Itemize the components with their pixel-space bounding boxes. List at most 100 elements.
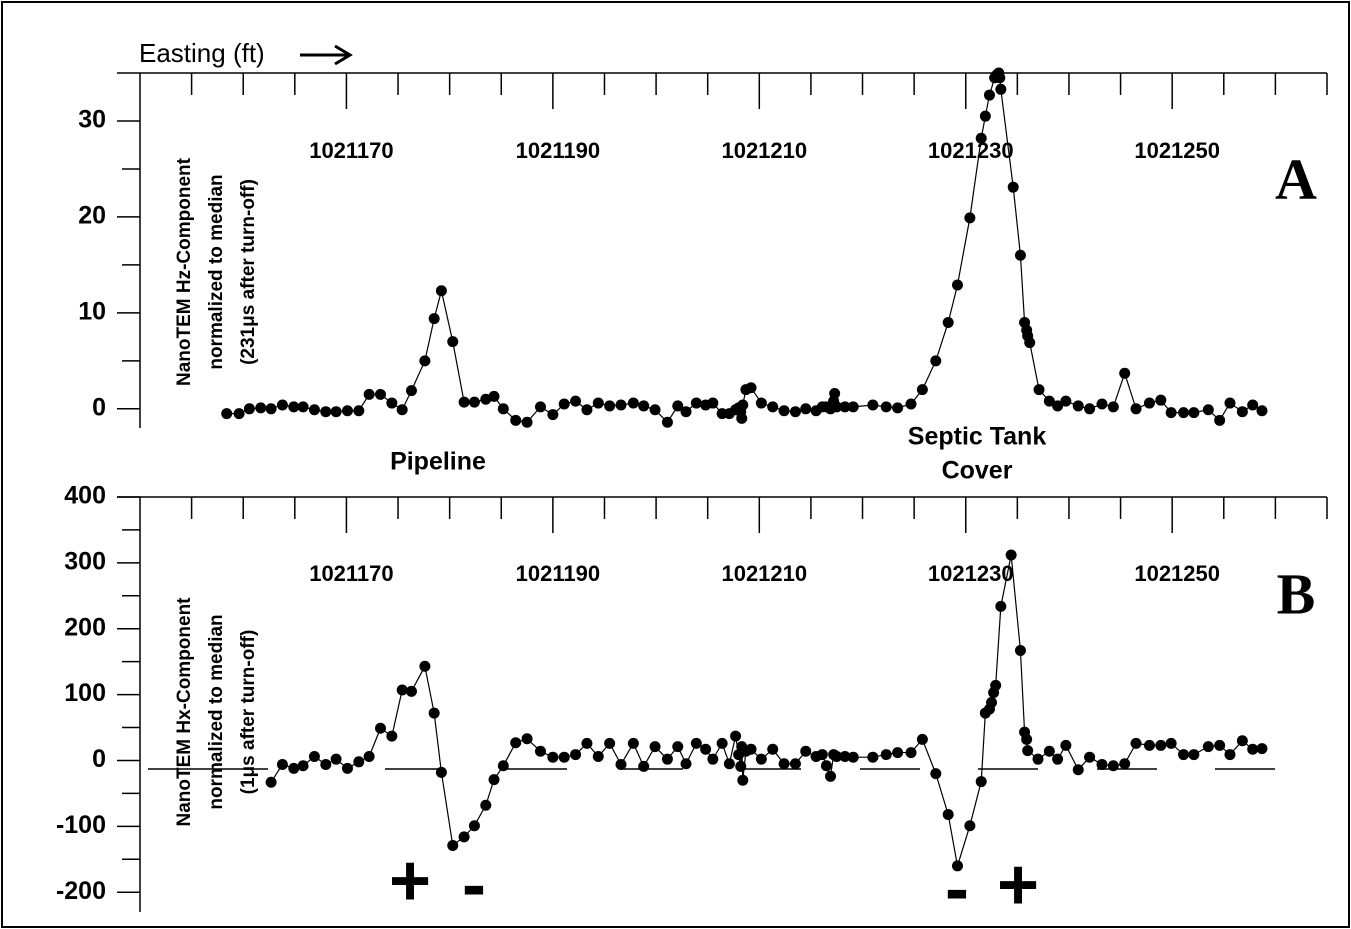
data-point xyxy=(951,860,963,872)
data-point xyxy=(829,387,841,399)
data-point xyxy=(1060,395,1072,407)
data-point xyxy=(1043,745,1055,757)
data-point xyxy=(243,403,255,415)
data-point xyxy=(1202,741,1214,753)
data-point xyxy=(942,316,954,328)
data-point xyxy=(396,684,408,696)
data-point xyxy=(480,799,492,811)
data-point xyxy=(880,749,892,761)
data-point xyxy=(374,722,386,734)
data-point xyxy=(1130,403,1142,415)
data-point xyxy=(745,382,757,394)
data-point xyxy=(930,355,942,367)
data-point xyxy=(975,776,987,788)
data-point xyxy=(979,110,991,122)
y-tick-label: -100 xyxy=(56,811,106,839)
data-point xyxy=(800,745,812,757)
data-point xyxy=(735,760,747,772)
data-point xyxy=(570,395,582,407)
data-point xyxy=(990,679,1002,691)
data-point xyxy=(581,404,593,416)
data-point xyxy=(1256,405,1268,417)
data-point xyxy=(730,730,742,742)
data-point xyxy=(468,396,480,408)
data-point xyxy=(447,336,459,348)
data-point xyxy=(288,762,300,774)
data-point xyxy=(905,747,917,759)
data-point xyxy=(547,409,559,421)
data-point xyxy=(558,751,570,763)
data-point xyxy=(570,749,582,761)
data-point xyxy=(1014,644,1026,656)
data-point xyxy=(1178,749,1190,761)
annotation: - xyxy=(945,849,969,929)
data-point xyxy=(1143,397,1155,409)
data-point xyxy=(1022,745,1034,757)
data-point xyxy=(1165,737,1177,749)
data-point xyxy=(800,403,812,415)
data-point xyxy=(581,737,593,749)
data-point xyxy=(867,399,879,411)
data-point xyxy=(1236,735,1248,747)
data-point xyxy=(661,753,673,765)
data-point xyxy=(778,758,790,770)
y-axis-label: normalized to median xyxy=(206,174,227,369)
data-point xyxy=(661,416,673,428)
data-point xyxy=(320,406,332,418)
data-point xyxy=(297,760,309,772)
data-point xyxy=(916,733,928,745)
data-point xyxy=(1052,400,1064,412)
data-point xyxy=(615,758,627,770)
data-point xyxy=(975,132,987,144)
data-point xyxy=(707,397,719,409)
data-point xyxy=(745,743,757,755)
data-point xyxy=(396,404,408,416)
data-point xyxy=(604,737,616,749)
data-point xyxy=(405,385,417,397)
data-point xyxy=(341,762,353,774)
data-point xyxy=(672,400,684,412)
data-point xyxy=(521,733,533,745)
x-tick-label: 1021190 xyxy=(516,561,600,586)
data-point xyxy=(1107,401,1119,413)
panel-label: B xyxy=(1277,561,1316,626)
data-point xyxy=(1060,739,1072,751)
data-line xyxy=(270,554,1263,867)
data-point xyxy=(265,403,277,415)
data-point xyxy=(488,774,500,786)
data-point xyxy=(1072,764,1084,776)
x-tick-label: 1021170 xyxy=(309,561,393,586)
data-point xyxy=(255,402,267,414)
data-point xyxy=(428,707,440,719)
data-point xyxy=(816,749,828,761)
data-point xyxy=(308,751,320,763)
data-point xyxy=(905,398,917,410)
data-point xyxy=(480,393,492,405)
data-point xyxy=(353,756,365,768)
data-point xyxy=(700,743,712,755)
data-point xyxy=(1084,403,1096,415)
data-point xyxy=(604,400,616,412)
data-point xyxy=(995,83,1007,95)
data-point xyxy=(1014,249,1026,261)
data-point xyxy=(419,355,431,367)
data-point xyxy=(265,776,277,788)
data-point xyxy=(1119,758,1131,770)
data-point xyxy=(521,416,533,428)
data-point xyxy=(276,758,288,770)
data-point xyxy=(825,770,837,782)
x-tick-label: 1021210 xyxy=(721,138,807,163)
data-point xyxy=(767,743,779,755)
data-point xyxy=(942,809,954,821)
data-point xyxy=(497,760,509,772)
data-point xyxy=(288,401,300,413)
data-point xyxy=(1214,739,1226,751)
x-tick-label: 1021170 xyxy=(309,138,393,163)
data-point xyxy=(778,405,790,417)
annotation: - xyxy=(462,845,486,925)
data-point xyxy=(447,839,459,851)
data-point xyxy=(276,399,288,411)
data-point xyxy=(789,758,801,770)
data-point xyxy=(1247,743,1259,755)
data-point xyxy=(386,730,398,742)
